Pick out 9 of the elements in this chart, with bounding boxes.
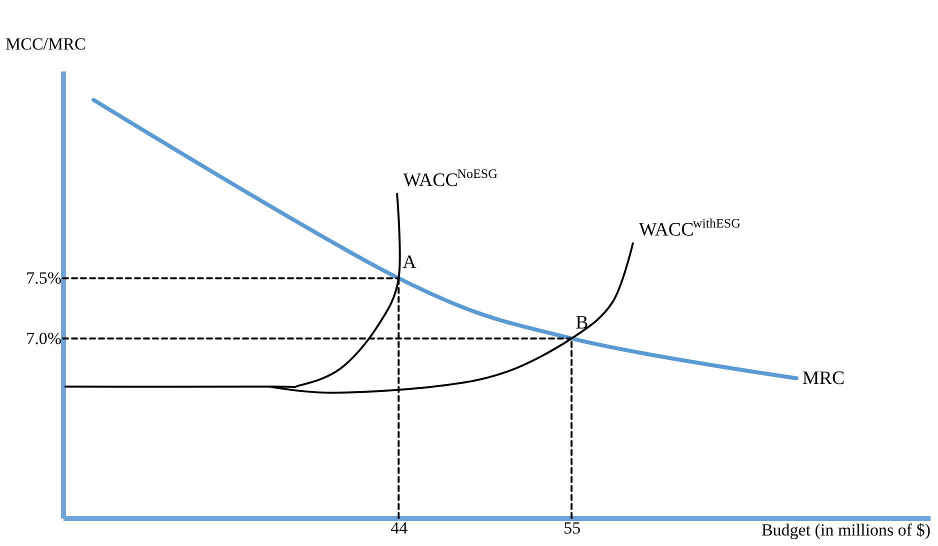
- series-label: MRC: [802, 368, 845, 390]
- x-tick-label: 44: [390, 518, 408, 538]
- annotation: B: [576, 312, 588, 334]
- y-tick-label: 7.5%: [26, 268, 62, 288]
- y-axis-title: MCC/MRC: [6, 34, 86, 54]
- annotation: A: [402, 252, 417, 274]
- y-tick-label: 7.0%: [26, 328, 62, 348]
- x-axis-title: Budget (in millions of $): [761, 520, 930, 540]
- x-tick-label: 55: [564, 518, 581, 538]
